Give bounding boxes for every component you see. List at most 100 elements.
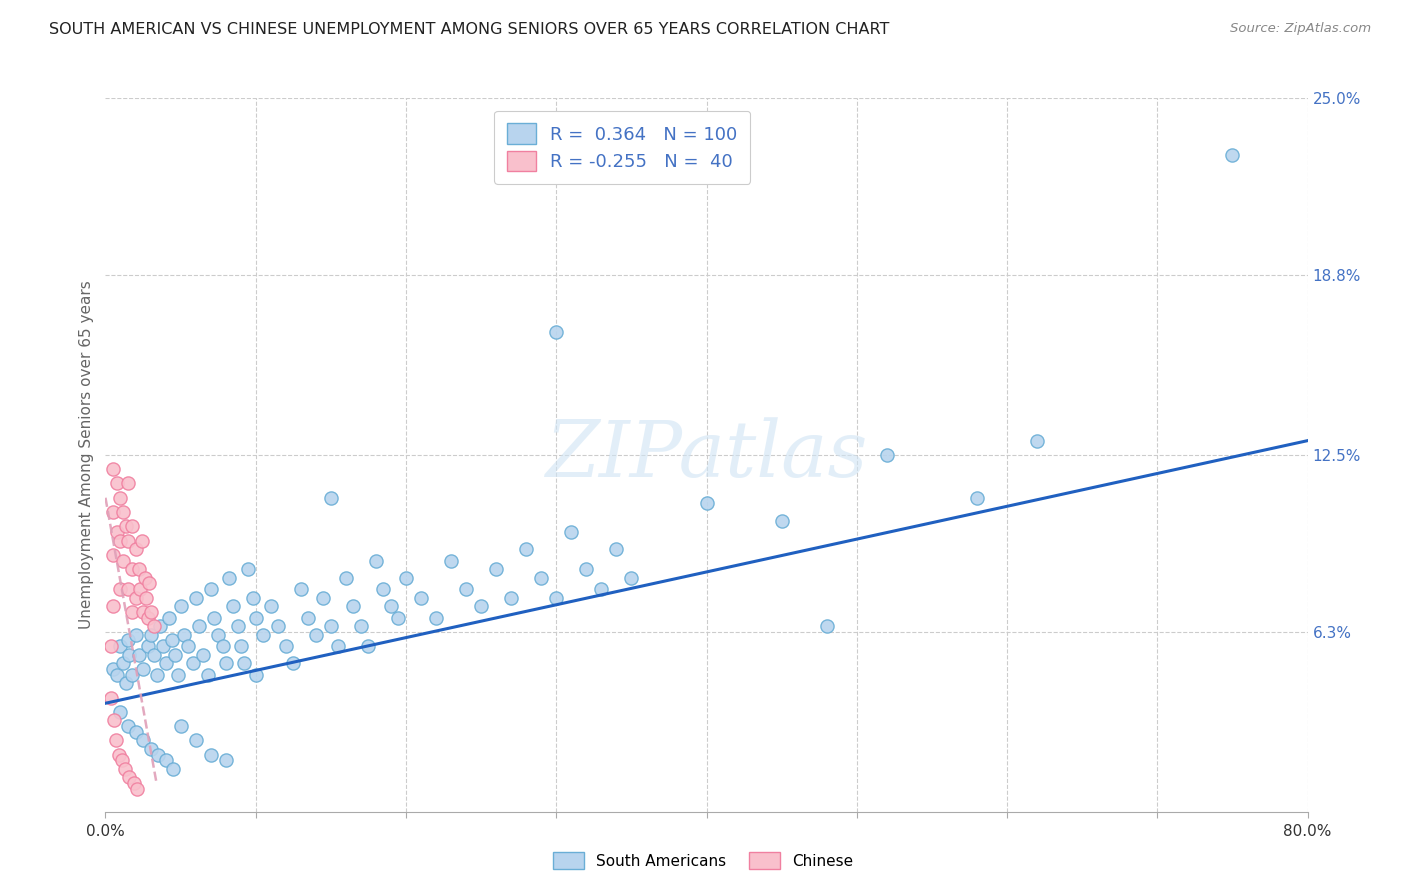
Legend: South Americans, Chinese: South Americans, Chinese [547,846,859,875]
Point [328,639,350,653]
Point [134,571,156,585]
Point [115,676,138,690]
Point [112,657,135,671]
Point [530,571,553,585]
Point [515,542,537,557]
Point [242,591,264,605]
Point [214,657,236,671]
Point [546,325,568,339]
Point [111,753,134,767]
Point [125,781,148,796]
Point [132,662,155,676]
Point [103,714,125,728]
Point [121,605,143,619]
Point [350,619,373,633]
Point [101,462,124,476]
Text: Source: ZipAtlas.com: Source: ZipAtlas.com [1230,22,1371,36]
Point [152,639,174,653]
Point [335,571,357,585]
Point [162,762,184,776]
Point [108,747,131,762]
Point [124,591,146,605]
Point [440,553,463,567]
Point [342,599,364,614]
Point [470,599,492,614]
Point [238,562,260,576]
Point [218,571,240,585]
Point [135,591,157,605]
Point [110,582,132,596]
Point [131,533,153,548]
Point [229,639,252,653]
Point [101,662,124,676]
Point [222,599,245,614]
Point [100,639,122,653]
Point [155,657,177,671]
Point [312,591,335,605]
Point [107,524,129,539]
Point [409,591,432,605]
Point [139,628,162,642]
Point [142,619,165,633]
Point [184,733,207,747]
Point [1222,148,1244,162]
Point [160,633,183,648]
Text: ZIPatlas: ZIPatlas [546,417,868,493]
Point [380,599,402,614]
Point [117,719,139,733]
Point [575,562,598,576]
Point [132,605,155,619]
Point [876,448,898,462]
Point [1026,434,1049,448]
Point [104,733,127,747]
Point [214,753,236,767]
Point [245,667,267,681]
Point [145,667,167,681]
Point [211,639,233,653]
Point [395,571,418,585]
Point [207,628,229,642]
Point [163,648,186,662]
Point [770,514,793,528]
Point [364,553,387,567]
Point [283,657,305,671]
Point [110,491,132,505]
Point [114,762,136,776]
Point [373,582,395,596]
Point [319,619,342,633]
Point [454,582,477,596]
Point [138,576,160,591]
Point [173,628,195,642]
Point [197,667,219,681]
Point [129,582,152,596]
Point [118,771,141,785]
Point [132,733,155,747]
Point [169,599,191,614]
Point [191,648,214,662]
Point [200,747,222,762]
Point [252,628,274,642]
Point [200,582,222,596]
Point [146,747,169,762]
Point [232,657,254,671]
Point [815,619,838,633]
Point [121,562,143,576]
Point [187,619,209,633]
Point [620,571,643,585]
Y-axis label: Unemployment Among Seniors over 65 years: Unemployment Among Seniors over 65 years [79,281,94,629]
Point [155,753,177,767]
Point [115,519,138,533]
Point [101,505,124,519]
Point [319,491,342,505]
Point [121,667,143,681]
Point [202,610,225,624]
Point [166,667,188,681]
Point [297,610,319,624]
Point [110,705,132,719]
Point [591,582,613,596]
Point [124,724,146,739]
Point [118,648,141,662]
Point [124,628,146,642]
Point [226,619,249,633]
Point [485,562,508,576]
